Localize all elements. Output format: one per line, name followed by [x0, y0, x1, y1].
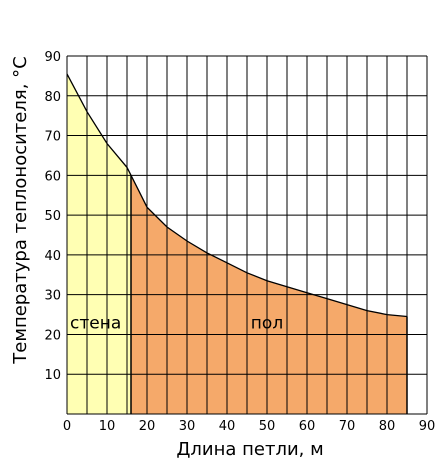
y-tick-label: 80: [44, 90, 61, 105]
grid-layer: [66, 55, 428, 415]
y-tick-label: 70: [44, 130, 61, 145]
x-tick-label: 30: [179, 419, 196, 434]
y-tick-label: 20: [44, 328, 61, 343]
regions-layer: [67, 73, 407, 415]
y-tick-label: 10: [44, 368, 61, 383]
x-tick-label: 70: [339, 419, 356, 434]
x-tick-label: 10: [99, 419, 116, 434]
x-axis-title: Длина петли, м: [176, 439, 323, 460]
x-tick-label: 0: [63, 419, 71, 434]
x-tick-label: 50: [259, 419, 276, 434]
x-tick-label: 40: [219, 419, 236, 434]
y-tick-label: 50: [44, 209, 61, 224]
y-axis-title: Температура теплоносителя, °C: [10, 56, 31, 364]
temperature-curve: [66, 73, 408, 318]
y-tick-label: 30: [44, 289, 61, 304]
region-label-0: стена: [70, 313, 121, 333]
x-tick-label: 60: [299, 419, 316, 434]
y-tick-label: 90: [44, 50, 61, 65]
x-tick-label: 20: [139, 419, 156, 434]
region-label-1: пол: [251, 313, 283, 333]
x-tick-label: 90: [419, 419, 436, 434]
x-tick-label: 80: [379, 419, 396, 434]
region-fill-0: [67, 73, 131, 415]
y-tick-label: 40: [44, 249, 61, 264]
y-tick-label: 60: [44, 169, 61, 184]
labels-layer: 0 10 20 30 40 50 60 70 80 90 10 20 30 40 50 60 70 80 90 сте…: [44, 50, 435, 434]
curve-layer: [66, 73, 408, 318]
